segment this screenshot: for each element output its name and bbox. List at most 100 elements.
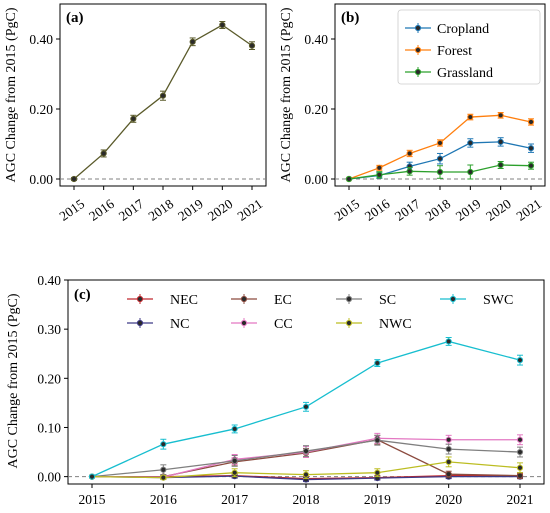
panel-b-data-point xyxy=(527,145,535,152)
panel-b-y-tick-label: 0.40 xyxy=(304,32,328,47)
panel-b-legend: Cropland Forest Grassland xyxy=(397,9,541,85)
panel-a-y-tick-label: 0.40 xyxy=(29,32,53,47)
panel-c-data-point xyxy=(445,458,452,465)
panel-c-data-point xyxy=(88,473,96,480)
panel-c-y-ticks: 0.00 0.10 0.20 0.30 0.40 xyxy=(37,273,68,485)
panel-a-y-ticks: 0.00 0.20 0.40 xyxy=(29,32,60,187)
panel-b-x-ticks: 2015 2016 2017 2018 2019 2020 2021 xyxy=(332,186,545,224)
panel-b-legend-label: Grassland xyxy=(437,66,493,81)
panel-a-x-tick-label: 2018 xyxy=(146,196,177,224)
panel-c-x-tick-label: 2015 xyxy=(79,492,106,507)
panel-b-legend-item-grassland: Grassland xyxy=(405,66,493,81)
panel-c-data-point xyxy=(302,403,310,410)
panel-c-legend-item-nwc: NWC xyxy=(336,317,412,332)
panel-b-data-point xyxy=(406,150,413,157)
panel-b-x-tick-label: 2017 xyxy=(392,196,423,224)
panel-b-data-point xyxy=(436,168,444,176)
panel-b-data-point xyxy=(497,138,504,145)
panel-c-data-point xyxy=(160,474,167,481)
panel-c-x-tick-label: 2019 xyxy=(364,492,391,507)
panel-b-x-tick-label: 2015 xyxy=(332,196,363,224)
panel-b-y-axis-label: AGC Change from 2015 (PgC) xyxy=(279,7,294,182)
panel-b: 0.00 0.20 0.40 2015 2016 2017 2018 2019 2020 202… xyxy=(279,3,546,224)
panel-b-data-point xyxy=(436,139,444,147)
panel-c-legend-label: SWC xyxy=(483,293,513,308)
panel-b-legend-label: Forest xyxy=(437,44,472,59)
panel-b-legend-item-cropland: Cropland xyxy=(405,22,489,37)
panel-b-x-tick-label: 2020 xyxy=(483,196,514,224)
panel-c-legend-item-cc: CC xyxy=(231,317,293,332)
panel-c-legend-label: SC xyxy=(379,293,396,308)
panel-c-legend-label: CC xyxy=(274,317,293,332)
panel-c-data-point xyxy=(374,437,381,444)
panel-c-data-point xyxy=(231,425,238,433)
panel-c-legend-item-swc: SWC xyxy=(440,293,513,308)
panel-c-y-tick-label: 0.00 xyxy=(37,470,61,485)
panel-b-data-point xyxy=(376,171,383,178)
panel-c-y-tick-label: 0.30 xyxy=(37,322,61,337)
panel-b-data-point xyxy=(497,161,504,169)
legend-marker xyxy=(414,46,422,54)
panel-c-label: (c) xyxy=(74,287,91,303)
panel-b-legend-label: Cropland xyxy=(437,22,489,37)
panel-c-data-point xyxy=(445,445,452,453)
panel-b-data-point xyxy=(527,118,535,126)
panel-c-y-tick-label: 0.10 xyxy=(37,420,61,435)
panel-c-y-axis-label: AGC Change from 2015 (PgC) xyxy=(6,293,21,468)
panel-c-series xyxy=(88,337,524,483)
panel-b-x-tick-label: 2019 xyxy=(453,196,484,224)
panel-a-data-point xyxy=(100,150,107,157)
panel-c-legend-item-ec: EC xyxy=(231,293,292,308)
legend-marker xyxy=(345,295,353,303)
panel-c-x-tick-label: 2020 xyxy=(435,492,462,507)
panel-b-data-point xyxy=(467,139,474,147)
panel-b-legend-frame xyxy=(397,9,541,85)
panel-c-data-point xyxy=(302,471,310,478)
panel-b-y-tick-label: 0.00 xyxy=(304,172,328,187)
panel-c-legend-item-sc: SC xyxy=(336,293,396,308)
panel-c-data-point xyxy=(374,469,381,476)
panel-b-data-point xyxy=(527,162,535,169)
panel-c-data-point xyxy=(302,447,310,455)
panel-b-x-tick-label: 2021 xyxy=(514,196,545,224)
panel-b-data-point xyxy=(345,175,353,183)
panel-a-series xyxy=(70,21,256,183)
panel-b-x-tick-label: 2016 xyxy=(362,196,393,224)
panel-c-data-point xyxy=(231,457,238,464)
panel-c-legend-label: NEC xyxy=(170,293,198,308)
panel-c-data-point xyxy=(516,464,524,471)
legend-marker xyxy=(414,68,422,76)
legend-marker xyxy=(136,295,144,303)
panel-b-data-point xyxy=(467,168,474,176)
panel-c-legend-item-nc: NC xyxy=(127,317,189,332)
panel-a: 0.00 0.20 0.40 201520162017201820192020202… xyxy=(4,3,267,224)
panel-a-line-series xyxy=(73,24,253,180)
panel-a-data-point xyxy=(189,38,196,45)
panel-a-x-tick-label: 2021 xyxy=(235,196,266,224)
panel-a-data-point xyxy=(219,21,226,29)
panel-c-legend-label: EC xyxy=(274,293,292,308)
panel-c-x-ticks: 2015 2016 2017 2018 2019 2020 2021 xyxy=(79,484,534,507)
panel-c-series-swc xyxy=(88,337,524,480)
legend-marker xyxy=(240,295,248,303)
legend-marker xyxy=(136,319,144,327)
panel-a-data-point xyxy=(130,115,137,122)
panel-a-label: (a) xyxy=(66,10,84,26)
panel-c-data-point xyxy=(160,466,167,473)
panel-c-y-tick-label: 0.20 xyxy=(37,371,61,386)
panel-c-data-point xyxy=(374,359,381,367)
panel-c: 0.000.100.200.300.40 2015 2016 2017 2018 201… xyxy=(6,273,545,507)
panel-b-data-point xyxy=(406,168,413,175)
panel-b-y-tick-label: 0.20 xyxy=(304,102,328,117)
panel-c-data-point xyxy=(445,338,452,345)
panel-c-data-point xyxy=(231,469,238,476)
panel-c-legend-label: NC xyxy=(170,317,189,332)
panel-a-x-tick-label: 2015 xyxy=(57,196,88,224)
panel-c-data-point xyxy=(445,471,452,478)
panel-a-data-point xyxy=(248,42,256,49)
panel-c-data-point xyxy=(516,472,524,479)
panel-c-x-tick-label: 2021 xyxy=(507,492,534,507)
panel-a-y-tick-label: 0.00 xyxy=(29,172,53,187)
